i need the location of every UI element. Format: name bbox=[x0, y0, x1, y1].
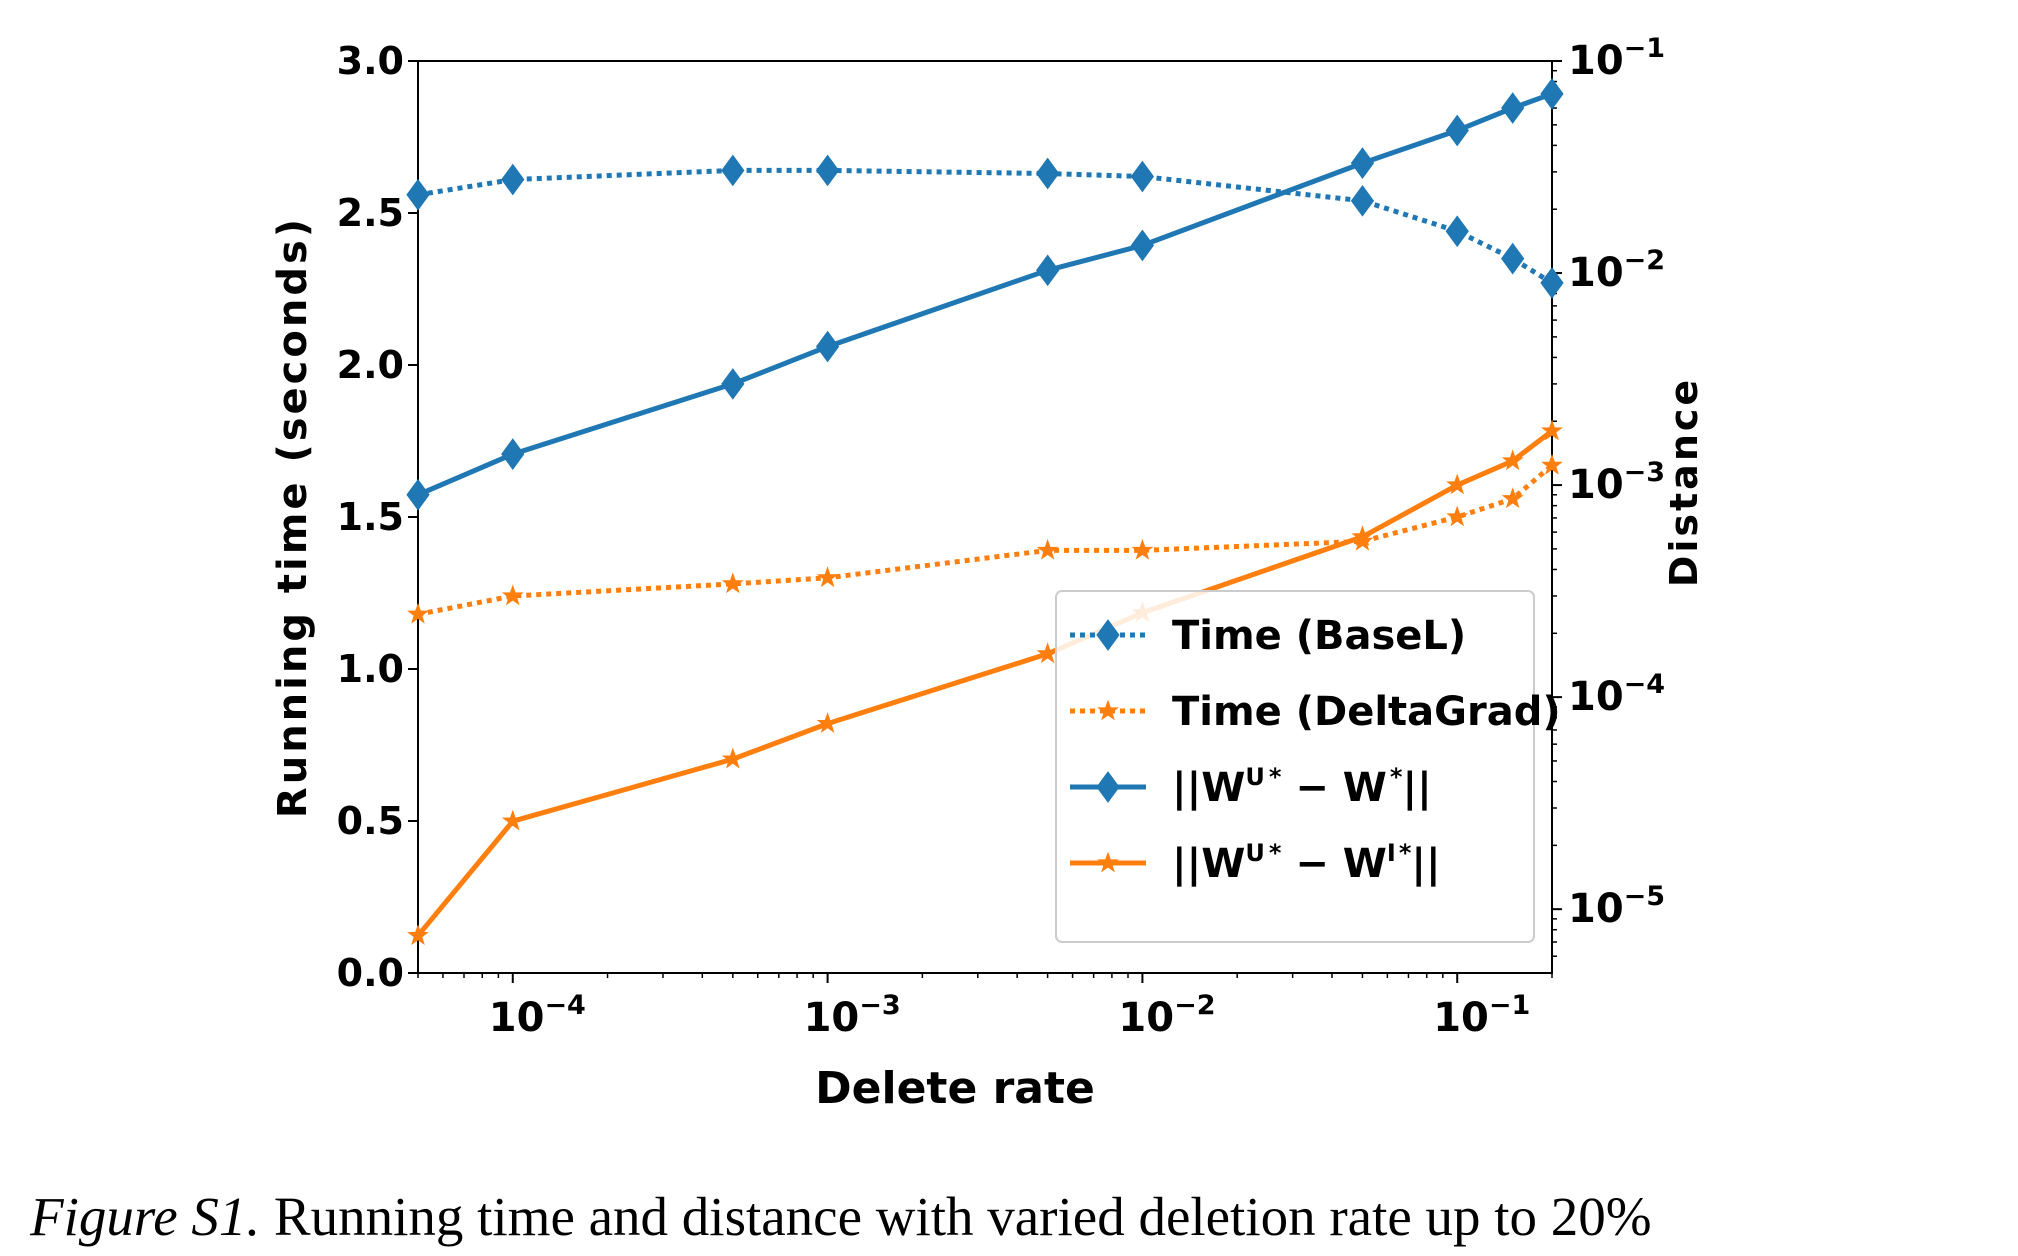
y-axis-title: Running time (seconds) bbox=[270, 216, 316, 818]
data-point-series-1 bbox=[501, 163, 525, 196]
legend-label-1: Time (BaseL) bbox=[1172, 613, 1466, 659]
data-point-series-2 bbox=[1446, 505, 1469, 527]
legend-box bbox=[1055, 590, 1535, 943]
caption-label: Figure S1. bbox=[30, 1186, 261, 1247]
data-point-series-1 bbox=[1130, 160, 1155, 193]
data-point-series-2 bbox=[407, 602, 429, 624]
x-tick-label: 10−3 bbox=[804, 990, 901, 1041]
data-point-series-2 bbox=[1036, 538, 1059, 560]
data-point-series-2 bbox=[1131, 538, 1154, 560]
data-point-series-4 bbox=[721, 747, 744, 769]
plot-area: 0.0 0.5 1.0 1.5 2.0 2.5 3.0 10−5 10−4 10−3 10−2 10−… bbox=[270, 33, 1706, 1114]
x-tick-label: 10−2 bbox=[1118, 990, 1215, 1041]
data-point-series-4 bbox=[1501, 449, 1524, 471]
y2-tick-label: 10−3 bbox=[1568, 457, 1665, 508]
y-tick-label: 0.0 bbox=[337, 951, 404, 995]
data-point-series-2 bbox=[1541, 453, 1563, 475]
series-line-2 bbox=[417, 463, 1554, 617]
data-point-series-1 bbox=[406, 178, 430, 211]
figure-caption: Figure S1. Running time and distance wit… bbox=[30, 1185, 2010, 1248]
y2-tick-label: 10−5 bbox=[1568, 881, 1665, 932]
data-point-series-1 bbox=[1350, 184, 1375, 217]
x-axis-title: Delete rate bbox=[815, 1063, 1095, 1114]
data-point-series-3 bbox=[501, 438, 525, 470]
data-point-series-4 bbox=[1351, 525, 1374, 547]
data-point-series-3 bbox=[815, 330, 840, 363]
data-point-series-3 bbox=[1540, 78, 1564, 110]
data-point-series-1 bbox=[815, 154, 840, 187]
data-point-series-3 bbox=[1036, 254, 1060, 287]
legend-marker-2 bbox=[1097, 699, 1119, 721]
x-tick-label: 10−1 bbox=[1433, 990, 1530, 1041]
data-point-series-4 bbox=[1446, 473, 1469, 495]
data-point-series-3 bbox=[406, 478, 430, 511]
y-tick-label: 2.0 bbox=[337, 343, 404, 387]
data-point-series-1 bbox=[1501, 242, 1525, 275]
y2-tick-label: 10−4 bbox=[1568, 669, 1665, 720]
data-point-series-4 bbox=[1036, 642, 1059, 664]
caption-text: Running time and distance with varied de… bbox=[260, 1186, 1652, 1247]
data-point-series-3 bbox=[1445, 114, 1469, 147]
y2-tick-label: 10−2 bbox=[1568, 245, 1665, 296]
legend-label-3: ||WU * − W *|| bbox=[1172, 763, 1432, 812]
legend-label-2: Time (DeltaGrad) bbox=[1172, 689, 1561, 735]
y-tick-label: 1.5 bbox=[337, 495, 404, 539]
data-point-series-1 bbox=[1540, 267, 1564, 299]
legend: Time (BaseL) Time (DeltaGrad) ||WU * − W *||… bbox=[1055, 590, 1561, 943]
data-point-series-2 bbox=[721, 572, 744, 594]
data-point-series-3 bbox=[1501, 92, 1525, 124]
data-point-series-2 bbox=[1501, 487, 1524, 509]
y2-axis-title: Distance bbox=[1662, 377, 1706, 587]
data-point-series-3 bbox=[721, 368, 745, 400]
data-point-series-1 bbox=[1036, 157, 1060, 190]
data-point-series-2 bbox=[816, 566, 839, 588]
data-point-series-4 bbox=[816, 712, 839, 733]
legend-label-4: ||WU * − WI *|| bbox=[1172, 839, 1441, 888]
y2-tick-label: 10−1 bbox=[1568, 33, 1665, 84]
data-point-series-1 bbox=[1445, 215, 1469, 248]
legend-marker-4 bbox=[1097, 851, 1119, 873]
y-tick-label: 2.5 bbox=[337, 191, 404, 235]
legend-marker-1 bbox=[1096, 619, 1120, 651]
x-tick-label: 10−4 bbox=[489, 990, 586, 1041]
data-point-series-3 bbox=[1350, 147, 1375, 179]
data-point-series-1 bbox=[721, 154, 745, 187]
series-line-1 bbox=[417, 167, 1554, 286]
data-point-series-4 bbox=[1541, 419, 1563, 441]
data-point-series-4 bbox=[407, 924, 429, 946]
y-tick-label: 3.0 bbox=[337, 39, 404, 83]
y-tick-label: 0.5 bbox=[337, 799, 404, 843]
series-line-3 bbox=[417, 91, 1553, 498]
data-point-series-2 bbox=[501, 584, 524, 606]
y-tick-label: 1.0 bbox=[337, 647, 404, 691]
legend-marker-3 bbox=[1096, 771, 1120, 803]
data-point-series-4 bbox=[501, 809, 524, 831]
data-point-series-3 bbox=[1130, 229, 1155, 262]
